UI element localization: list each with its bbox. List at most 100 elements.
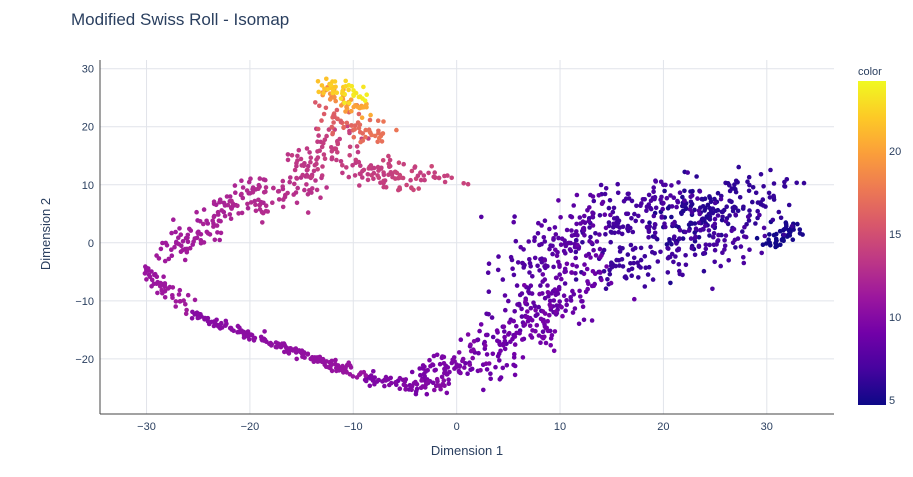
data-point bbox=[212, 237, 218, 243]
data-point bbox=[335, 116, 340, 122]
data-point bbox=[423, 369, 429, 374]
data-point bbox=[615, 190, 621, 196]
data-point bbox=[776, 209, 782, 215]
data-point bbox=[467, 362, 473, 368]
data-point bbox=[177, 287, 183, 293]
data-point bbox=[250, 185, 256, 190]
data-point bbox=[700, 216, 706, 221]
data-point bbox=[733, 189, 739, 195]
data-point bbox=[611, 221, 616, 227]
data-point bbox=[396, 160, 402, 165]
data-point bbox=[527, 323, 533, 329]
data-point bbox=[500, 343, 506, 348]
data-point bbox=[542, 239, 548, 244]
data-point bbox=[632, 211, 637, 217]
data-point bbox=[686, 228, 692, 233]
data-point bbox=[486, 311, 491, 317]
data-point bbox=[403, 387, 408, 392]
data-point bbox=[370, 378, 376, 383]
data-point bbox=[511, 272, 517, 278]
data-point bbox=[350, 163, 355, 168]
data-point bbox=[563, 251, 568, 256]
data-point bbox=[232, 183, 238, 188]
data-point bbox=[371, 170, 377, 176]
data-point bbox=[602, 191, 608, 197]
data-point bbox=[334, 107, 340, 113]
data-point bbox=[669, 251, 675, 257]
data-point bbox=[420, 363, 426, 368]
data-point bbox=[321, 140, 326, 146]
data-point bbox=[194, 209, 199, 215]
data-point bbox=[597, 213, 603, 218]
data-point bbox=[527, 270, 532, 275]
data-point bbox=[397, 172, 403, 178]
data-point bbox=[296, 147, 302, 153]
data-point bbox=[731, 226, 737, 232]
data-point bbox=[421, 173, 427, 178]
data-point bbox=[700, 226, 706, 232]
data-point bbox=[644, 224, 650, 230]
data-point bbox=[662, 188, 667, 194]
data-point bbox=[298, 350, 304, 355]
data-point bbox=[166, 256, 172, 262]
data-point bbox=[281, 341, 287, 346]
data-point bbox=[582, 262, 587, 267]
data-point bbox=[442, 383, 447, 389]
data-point bbox=[585, 286, 590, 292]
data-point bbox=[761, 225, 767, 231]
data-point bbox=[604, 264, 609, 269]
data-point bbox=[692, 221, 698, 226]
data-point bbox=[608, 280, 614, 286]
data-point bbox=[733, 205, 738, 210]
data-point bbox=[543, 326, 549, 331]
data-point bbox=[762, 233, 768, 239]
data-point bbox=[551, 236, 556, 241]
data-point bbox=[363, 134, 368, 140]
data-point bbox=[332, 94, 337, 100]
data-point bbox=[382, 383, 387, 389]
data-point bbox=[411, 381, 417, 386]
data-point bbox=[588, 192, 593, 198]
data-point bbox=[741, 260, 747, 266]
data-point bbox=[344, 165, 349, 170]
data-point bbox=[247, 337, 252, 342]
data-point bbox=[523, 314, 529, 320]
data-point bbox=[387, 163, 393, 169]
data-point bbox=[185, 239, 191, 245]
data-point bbox=[747, 247, 752, 252]
data-point bbox=[484, 367, 490, 372]
data-point bbox=[256, 197, 261, 203]
data-point bbox=[149, 284, 154, 289]
data-point bbox=[628, 242, 634, 248]
data-point bbox=[356, 111, 362, 117]
data-point bbox=[750, 185, 756, 190]
data-point bbox=[317, 358, 322, 363]
data-point bbox=[488, 371, 493, 377]
data-point bbox=[300, 172, 306, 178]
data-point bbox=[332, 79, 338, 84]
data-point bbox=[327, 97, 333, 102]
x-tick-label: −20 bbox=[241, 421, 260, 433]
data-point bbox=[156, 256, 162, 261]
data-point bbox=[542, 218, 548, 223]
data-point bbox=[701, 268, 707, 274]
data-point bbox=[786, 202, 792, 208]
data-point bbox=[155, 290, 160, 296]
data-point bbox=[527, 257, 532, 262]
data-point bbox=[757, 212, 762, 218]
data-point bbox=[547, 312, 552, 318]
data-point bbox=[217, 237, 222, 243]
data-point bbox=[759, 250, 764, 256]
data-point bbox=[432, 175, 438, 181]
data-point bbox=[320, 359, 326, 364]
data-point bbox=[599, 277, 604, 283]
data-point bbox=[767, 232, 772, 237]
data-point bbox=[589, 240, 594, 246]
data-point bbox=[547, 298, 553, 304]
data-point bbox=[430, 362, 436, 368]
data-point bbox=[777, 228, 783, 234]
data-point bbox=[607, 267, 612, 273]
data-point bbox=[239, 328, 244, 334]
data-point bbox=[210, 218, 215, 224]
data-point bbox=[557, 272, 562, 277]
